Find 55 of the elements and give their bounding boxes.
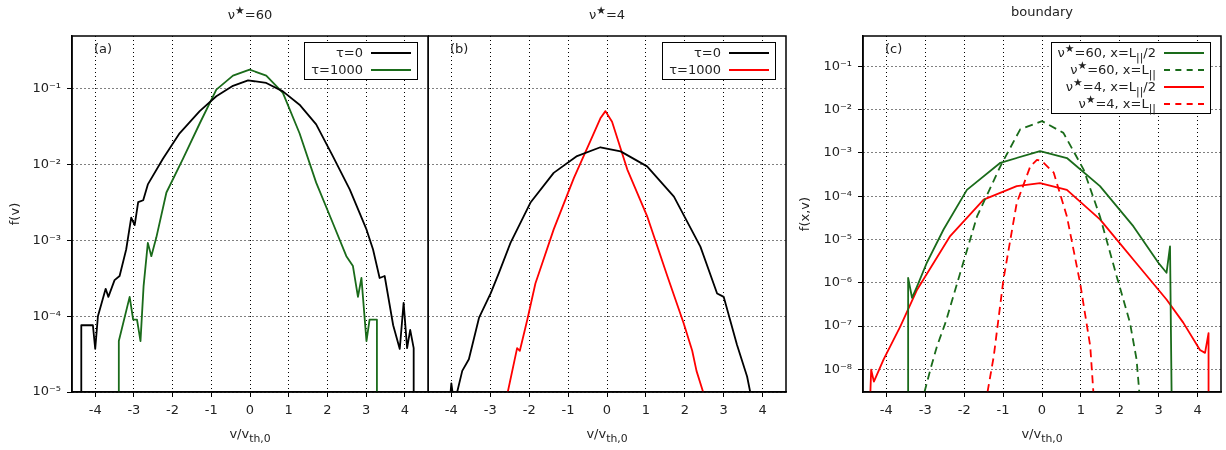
annotation: (a)	[94, 41, 113, 57]
y-tick-label: 10⁻⁴	[32, 307, 61, 323]
x-tick-label: -4	[88, 402, 102, 418]
x-tick-label: 1	[1076, 402, 1086, 418]
x-tick-label: 4	[1193, 402, 1202, 418]
y-tick-label: 10⁻⁷	[823, 317, 852, 333]
x-tick-label: -4	[879, 402, 893, 418]
legend-label: τ=0	[336, 45, 363, 60]
x-tick-label: 0	[245, 402, 255, 418]
x-tick-label: 2	[680, 402, 689, 418]
x-tick-label: 3	[1154, 402, 1163, 418]
x-tick-label: 4	[400, 402, 409, 418]
y-tick-label: 10⁻³	[823, 144, 852, 160]
x-tick-label: 3	[719, 402, 728, 418]
x-tick-label: 1	[284, 402, 293, 418]
x-axis-title: v/v$_{th,0}$	[229, 426, 271, 445]
x-tick-label: -3	[918, 402, 932, 418]
y-tick-label: 10⁻⁵	[823, 230, 852, 246]
legend-label: τ=0	[694, 45, 721, 60]
x-tick-label: 4	[758, 402, 767, 418]
legend-label: τ=1000	[311, 62, 363, 77]
y-tick-label: 10⁻³	[32, 231, 61, 247]
x-tick-label: 2	[1115, 402, 1124, 418]
x-tick-label: 2	[323, 402, 332, 418]
x-tick-label: -2	[522, 402, 536, 418]
y-tick-label: 10⁻⁵	[32, 383, 61, 399]
x-tick-label: -1	[561, 402, 575, 418]
x-tick-label: -2	[166, 402, 180, 418]
x-tick-label: -1	[204, 402, 218, 418]
legend-label: τ=1000	[669, 62, 721, 77]
x-axis-title: v/v$_{th,0}$	[586, 426, 628, 445]
x-tick-label: -4	[444, 402, 458, 418]
annotation: (c)	[885, 41, 903, 57]
x-tick-label: -3	[127, 402, 141, 418]
chart-title: boundary	[1011, 4, 1073, 19]
y-tick-label: 10⁻¹	[32, 80, 61, 96]
y-axis-title: f(v)	[6, 202, 22, 226]
chart-title: ν$^{★}$=4	[588, 4, 626, 23]
y-tick-label: 10⁻⁴	[823, 187, 852, 203]
x-tick-label: 1	[641, 402, 651, 418]
x-tick-label: -1	[996, 402, 1010, 418]
chart-title: ν$^{★}$=60	[227, 4, 273, 23]
y-axis-title: f(x,v)	[796, 196, 812, 232]
x-tick-label: -2	[957, 402, 971, 418]
y-tick-label: 10⁻²	[823, 100, 852, 116]
x-tick-label: 0	[1037, 402, 1047, 418]
x-tick-label: 3	[361, 402, 371, 418]
x-tick-label: 0	[602, 402, 612, 418]
y-tick-label: 10⁻¹	[823, 57, 852, 73]
x-tick-label: -3	[483, 402, 497, 418]
x-axis-title: v/v$_{th,0}$	[1021, 426, 1063, 445]
annotation: (b)	[450, 41, 469, 57]
y-tick-label: 10⁻²	[32, 156, 61, 172]
y-tick-label: 10⁻⁶	[823, 274, 852, 290]
y-tick-label: 10⁻⁸	[823, 360, 852, 376]
